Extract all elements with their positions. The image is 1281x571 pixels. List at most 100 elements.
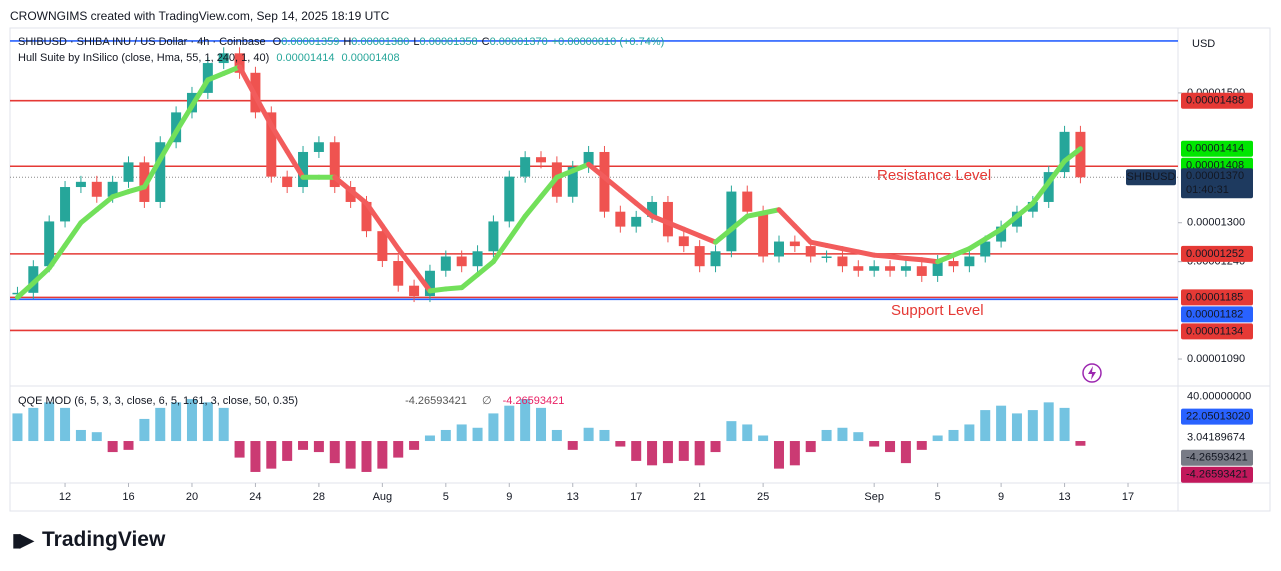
hull-segment xyxy=(681,226,703,239)
qqe-bar xyxy=(472,427,483,442)
hull-segment xyxy=(697,233,719,245)
price-badge-bg xyxy=(1181,289,1253,306)
y-tick-label: 40.00000000 xyxy=(1187,391,1251,403)
x-tick-label: Aug xyxy=(373,491,393,503)
brand-name: TradingView xyxy=(42,528,166,551)
candle xyxy=(567,166,578,197)
candle xyxy=(91,181,102,197)
hull-segment xyxy=(1014,200,1036,219)
candle xyxy=(980,241,991,257)
hull-segment xyxy=(189,77,211,109)
ohlc-key: O xyxy=(272,36,282,48)
hull-segment xyxy=(268,122,290,154)
candle xyxy=(123,162,134,182)
candle xyxy=(234,53,245,73)
qqe-bar xyxy=(869,441,880,447)
hull-segment xyxy=(237,64,258,99)
hull-segment xyxy=(443,285,465,292)
qqe-bar xyxy=(60,407,71,442)
candle xyxy=(377,231,388,262)
candle xyxy=(948,261,959,267)
hull-segment xyxy=(173,103,195,135)
qqe-bar xyxy=(742,424,753,442)
qqe-bar xyxy=(171,402,182,442)
hull-segment xyxy=(808,239,830,248)
qqe-last: -4.26593421 xyxy=(1186,469,1248,481)
qqe-bar xyxy=(504,405,515,442)
change: +0.00000010 (+0.74%) xyxy=(551,36,665,48)
hull-segment xyxy=(141,156,163,190)
candle xyxy=(44,221,55,267)
hull-segment xyxy=(252,93,274,128)
candle xyxy=(345,187,356,202)
hull-segment xyxy=(649,213,671,226)
symbol-tag-bg xyxy=(1126,169,1176,186)
indicator-value: 0.00001408 xyxy=(341,52,400,64)
qqe-bar xyxy=(837,427,848,442)
candle xyxy=(60,187,71,222)
qqe-bar xyxy=(218,407,229,442)
candle xyxy=(488,221,499,252)
alert-bolt xyxy=(1088,366,1096,380)
candle xyxy=(742,191,753,212)
qqe-bar xyxy=(345,441,356,469)
qqe-last-bg xyxy=(1181,449,1253,466)
hull-segment xyxy=(379,223,401,252)
alert-icon[interactable] xyxy=(1082,363,1102,383)
qqe-bar xyxy=(551,429,562,442)
qqe-bar xyxy=(948,429,959,442)
qqe-bar xyxy=(409,441,420,450)
x-tick-label: 9 xyxy=(998,491,1004,503)
hull-segment xyxy=(395,246,417,272)
candle xyxy=(900,266,911,271)
price-badge-text: 0.00001185 xyxy=(1186,291,1243,303)
qqe-value: -4.26593421 xyxy=(405,395,467,407)
y-tick-label: 0.00001300 xyxy=(1187,217,1245,229)
candle xyxy=(12,292,23,295)
candle xyxy=(853,266,864,271)
hull-segment xyxy=(665,220,687,232)
qqe-bar xyxy=(440,429,451,442)
hull-segment xyxy=(617,187,639,206)
x-tick-label: 20 xyxy=(186,491,198,503)
qqe-bar xyxy=(789,441,800,466)
qqe-bar xyxy=(250,441,261,472)
hull-segment xyxy=(792,223,814,245)
header: CROWNGIMS created with TradingView.com, … xyxy=(10,9,390,23)
candle xyxy=(583,151,594,167)
candle xyxy=(329,142,340,188)
price-badge: 0.00001414 xyxy=(1181,140,1253,157)
price-badge-text: 0.00001134 xyxy=(1186,325,1243,337)
candle xyxy=(409,285,420,297)
price-badge-bg xyxy=(1181,140,1253,157)
candle xyxy=(916,266,927,276)
qqe-bar xyxy=(599,429,610,442)
hull-segment xyxy=(744,210,766,219)
x-tick-label: 21 xyxy=(694,491,706,503)
price-badge-bg xyxy=(1181,306,1253,323)
hull-segment xyxy=(586,161,607,180)
price-badge: 0.00001134 xyxy=(1181,323,1253,340)
hull-segment xyxy=(855,249,877,258)
hull-segment xyxy=(110,189,132,200)
qqe-bar xyxy=(1011,413,1022,442)
price-badge-text: 0.00001414 xyxy=(1186,143,1244,155)
candle xyxy=(107,181,118,197)
hull-segment xyxy=(633,200,655,219)
x-tick-label: 16 xyxy=(122,491,134,503)
hull-segment xyxy=(284,148,306,180)
legend-title: SHIBUSD · SHIBA INU / US Dollar · 4h · C… xyxy=(18,36,266,48)
candle xyxy=(218,53,229,64)
qqe-bar xyxy=(361,441,372,472)
price-badge-bg xyxy=(1181,92,1253,109)
x-tick-label: 12 xyxy=(59,491,71,503)
candle xyxy=(1059,131,1070,173)
qqe-bar xyxy=(139,418,150,442)
qqe-bar xyxy=(488,413,499,442)
candle xyxy=(393,261,404,286)
qqe-bar xyxy=(75,429,86,442)
qqe-bar xyxy=(631,441,642,461)
hull-segment xyxy=(554,168,576,180)
candle xyxy=(789,241,800,247)
